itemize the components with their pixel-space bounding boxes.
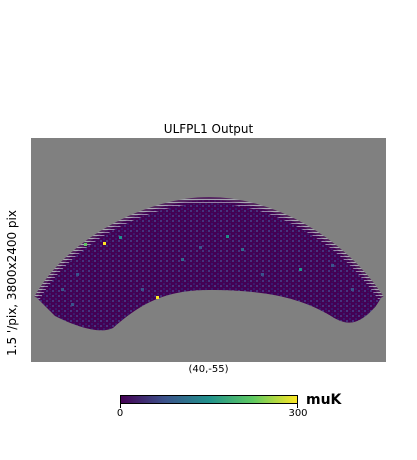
point-source: [331, 264, 334, 267]
map-center-label: (40,-55): [188, 364, 229, 375]
point-source: [156, 296, 159, 299]
point-source: [199, 246, 202, 249]
resolution-axis-label: 1.5 '/pix, 3800x2400 pix: [5, 210, 19, 356]
point-source: [241, 248, 244, 251]
survey-footprint: [37, 200, 381, 331]
colorbar-tick-min: [120, 404, 121, 408]
sky-map-panel: [31, 138, 386, 362]
point-source: [71, 303, 74, 306]
colorbar-unit: muK: [306, 392, 342, 408]
figure-title: ULFPL1 Output: [163, 122, 254, 136]
sky-map-plot: [34, 196, 384, 331]
point-sources: [61, 235, 354, 306]
point-source: [181, 258, 184, 261]
colorbar-max-label: 300: [288, 408, 308, 419]
point-source: [299, 268, 302, 271]
point-source: [119, 236, 122, 239]
point-source: [141, 288, 144, 291]
point-source: [84, 243, 87, 246]
point-source: [226, 235, 229, 238]
point-source: [61, 288, 64, 291]
point-source: [103, 242, 106, 245]
survey-footprint-fringe: [34, 196, 384, 300]
colorbar-tick-max: [297, 404, 298, 408]
point-source: [76, 273, 79, 276]
point-source: [261, 273, 264, 276]
colorbar: [120, 395, 298, 404]
point-source: [351, 288, 354, 291]
colorbar-min-label: 0: [116, 408, 124, 419]
